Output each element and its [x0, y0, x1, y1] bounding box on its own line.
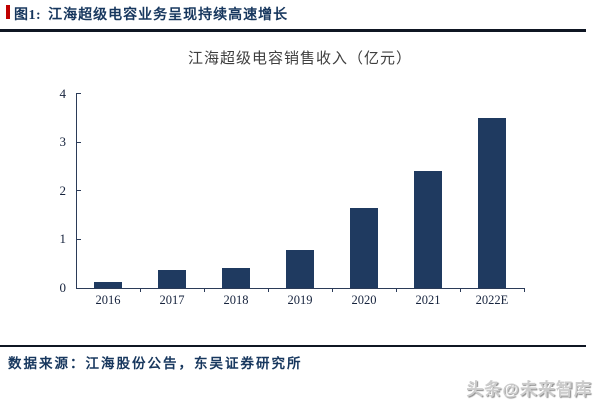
figure-bullet-icon	[6, 5, 10, 19]
x-tick-label-2022E: 2022E	[475, 293, 509, 307]
x-tick-label-2018: 2018	[223, 293, 249, 307]
figure-title: 江海超级电容业务呈现持续高速增长	[48, 8, 289, 23]
y-tick-label-1: 1	[59, 231, 67, 247]
x-tick-label-2021: 2021	[415, 293, 441, 307]
y-tick-label-3: 3	[59, 134, 67, 150]
x-tick-mark	[140, 288, 142, 292]
bar-2020	[350, 207, 378, 288]
bar-2018	[222, 267, 250, 288]
bar-2019	[286, 250, 314, 288]
x-tick-label-2019: 2019	[287, 293, 313, 307]
bar-2021	[414, 171, 442, 288]
data-source-note: 数据来源：江海股份公告，东吴证券研究所	[8, 356, 303, 371]
y-tick-mark	[76, 190, 81, 192]
y-axis-line	[75, 93, 77, 289]
x-axis-line	[75, 287, 525, 289]
x-tick-mark	[460, 288, 462, 292]
bar-2017	[158, 270, 186, 288]
figure-header: 图1: 江海超级电容业务呈现持续高速增长	[0, 3, 288, 25]
y-tick-mark	[76, 141, 81, 143]
x-tick-mark	[332, 288, 334, 292]
bar-2022E	[478, 117, 506, 288]
x-tick-label-2017: 2017	[159, 293, 185, 307]
y-tick-label-4: 4	[59, 85, 67, 101]
x-tick-mark	[268, 288, 270, 292]
header-divider	[0, 29, 586, 32]
chart-title: 江海超级电容销售收入（亿元）	[187, 50, 412, 67]
y-tick-label-0: 0	[59, 280, 67, 295]
y-tick-mark	[76, 238, 81, 240]
y-tick-mark	[76, 93, 81, 95]
watermark: 头条@未来智库	[466, 380, 592, 399]
x-tick-label-2020: 2020	[351, 293, 377, 307]
bar-2016	[94, 281, 122, 288]
x-tick-label-2016: 2016	[95, 293, 121, 307]
x-tick-mark	[396, 288, 398, 292]
figure-number: 图1:	[14, 8, 42, 23]
x-tick-mark	[204, 288, 206, 292]
footer-divider	[0, 345, 586, 347]
x-tick-mark	[524, 288, 526, 292]
y-tick-label-2: 2	[59, 182, 67, 198]
